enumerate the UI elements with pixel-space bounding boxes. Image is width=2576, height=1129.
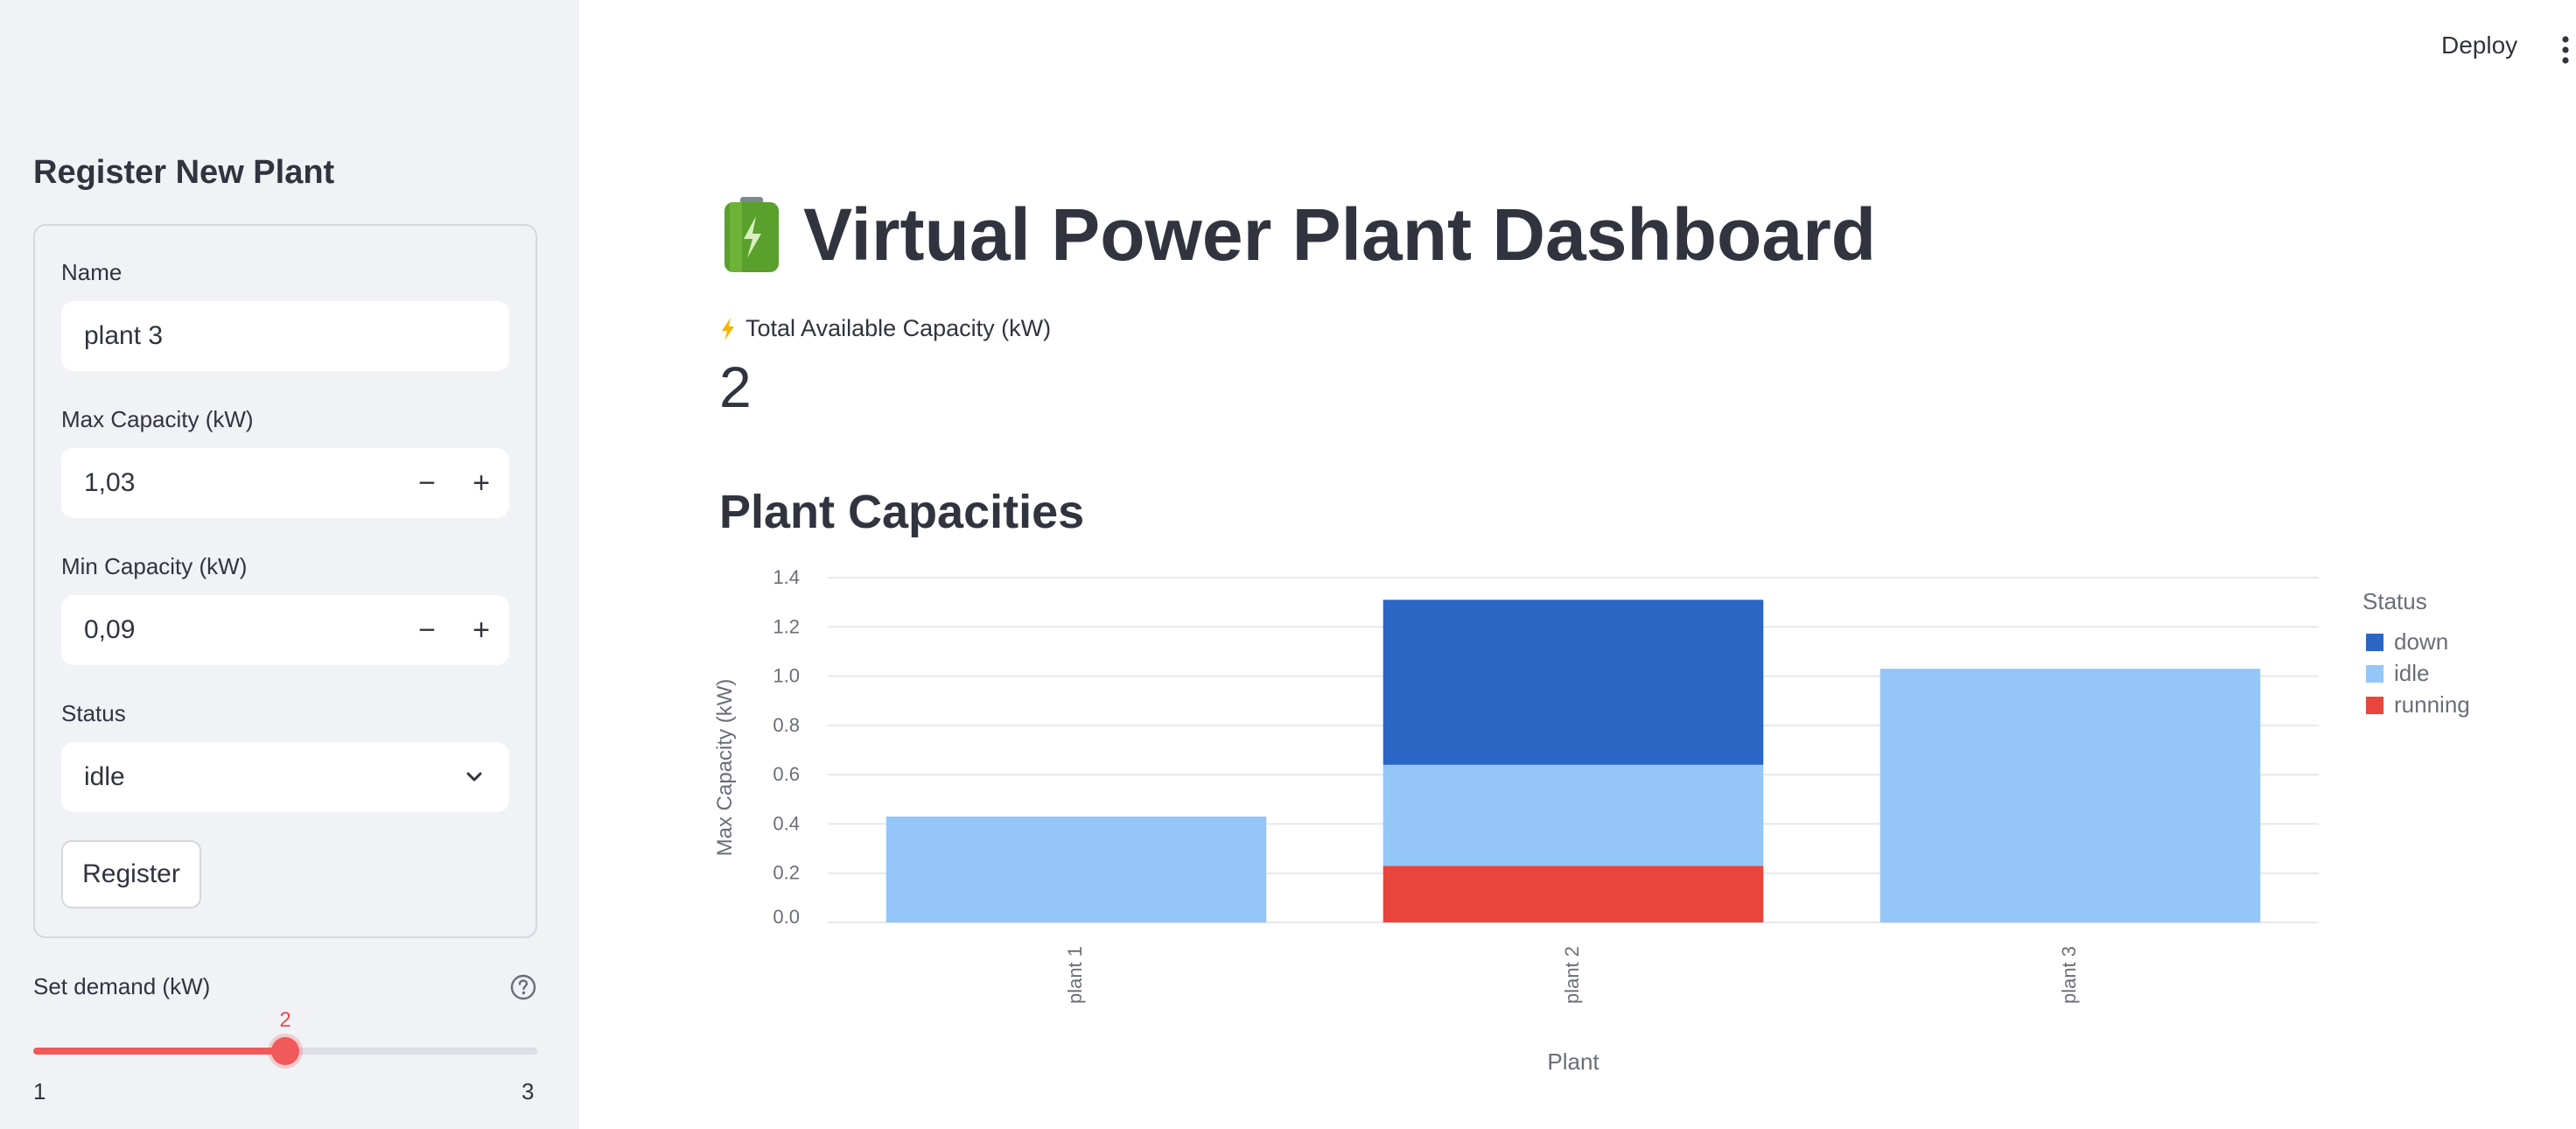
demand-slider-min: 1 <box>33 1078 46 1104</box>
name-input[interactable]: plant 3 <box>61 301 509 371</box>
name-input-value: plant 3 <box>84 321 164 350</box>
min-capacity-decrement-button[interactable]: − <box>418 614 436 647</box>
status-select[interactable]: idle <box>61 742 509 812</box>
legend-swatch-running <box>2366 697 2384 714</box>
y-tick-label: 1.0 <box>773 665 800 687</box>
deploy-button[interactable]: Deploy <box>2441 32 2518 59</box>
demand-slider-fill <box>33 1048 285 1055</box>
bar-idle <box>1382 764 1764 866</box>
max-capacity-label: Max Capacity (kW) <box>61 406 254 432</box>
bar-idle <box>1880 669 2261 922</box>
y-tick-label: 0.6 <box>773 763 800 785</box>
legend-item-idle: idle <box>2394 660 2429 686</box>
chevron-down-icon <box>466 772 482 782</box>
demand-slider-thumb[interactable] <box>271 1037 299 1065</box>
bar-idle <box>886 816 1267 922</box>
bar-down <box>1382 600 1764 765</box>
legend-swatch-idle <box>2366 665 2384 683</box>
max-capacity-increment-button[interactable]: + <box>472 466 490 500</box>
sidebar: Register New Plant Name plant 3 Max Capa… <box>0 0 579 1129</box>
max-capacity-input[interactable]: 1,03 − + <box>61 448 509 518</box>
legend-title: Status <box>2362 588 2427 614</box>
help-icon[interactable] <box>509 973 537 1001</box>
x-axis-title: Plant <box>1547 1048 1600 1075</box>
y-tick-label: 0.2 <box>773 862 800 884</box>
min-capacity-input[interactable]: 0,09 − + <box>61 595 509 665</box>
register-form <box>33 224 537 938</box>
register-button[interactable]: Register <box>61 840 201 908</box>
battery-icon <box>724 197 779 272</box>
y-tick-label: 1.4 <box>773 566 800 588</box>
plant-capacities-chart: 0.0 0.2 0.4 0.6 0.8 1.0 1.2 1.4 plant 1 plant 2 pl… <box>713 566 2470 1075</box>
y-tick-label: 1.2 <box>773 615 800 637</box>
min-capacity-value: 0,09 <box>84 615 136 644</box>
max-capacity-decrement-button[interactable]: − <box>418 466 436 500</box>
demand-slider-value: 2 <box>279 1008 291 1032</box>
y-tick-label: 0.8 <box>773 714 800 736</box>
min-capacity-label: Min Capacity (kW) <box>61 553 248 579</box>
x-tick-label: plant 2 <box>1561 946 1583 1004</box>
section-title: Plant Capacities <box>719 486 1085 538</box>
lightning-icon <box>722 317 734 340</box>
y-tick-label: 0.4 <box>773 812 800 834</box>
x-tick-label: plant 3 <box>2058 946 2080 1004</box>
y-axis-title: Max Capacity (kW) <box>713 679 737 857</box>
legend-item-down: down <box>2394 628 2448 655</box>
status-select-value: idle <box>84 762 125 791</box>
bar-running <box>1382 866 1764 922</box>
page-title: Virtual Power Plant Dashboard <box>803 193 1877 276</box>
x-tick-label: plant 1 <box>1064 946 1086 1004</box>
demand-slider-label: Set demand (kW) <box>33 973 211 999</box>
metric-value: 2 <box>719 354 752 419</box>
demand-slider-max: 3 <box>522 1078 535 1104</box>
metric-label: Total Available Capacity (kW) <box>746 315 1052 341</box>
legend-item-running: running <box>2394 691 2470 718</box>
status-label: Status <box>61 700 126 726</box>
max-capacity-value: 1,03 <box>84 468 136 497</box>
name-label: Name <box>61 259 122 285</box>
legend-swatch-down <box>2366 634 2384 651</box>
menu-dots-icon[interactable] <box>2560 35 2571 65</box>
page-title-row: Virtual Power Plant Dashboard <box>719 191 1876 278</box>
metric-label-row: Total Available Capacity (kW) <box>719 315 1051 342</box>
min-capacity-increment-button[interactable]: + <box>472 614 490 647</box>
sidebar-title: Register New Plant <box>33 154 335 191</box>
y-tick-label: 0.0 <box>773 906 800 928</box>
